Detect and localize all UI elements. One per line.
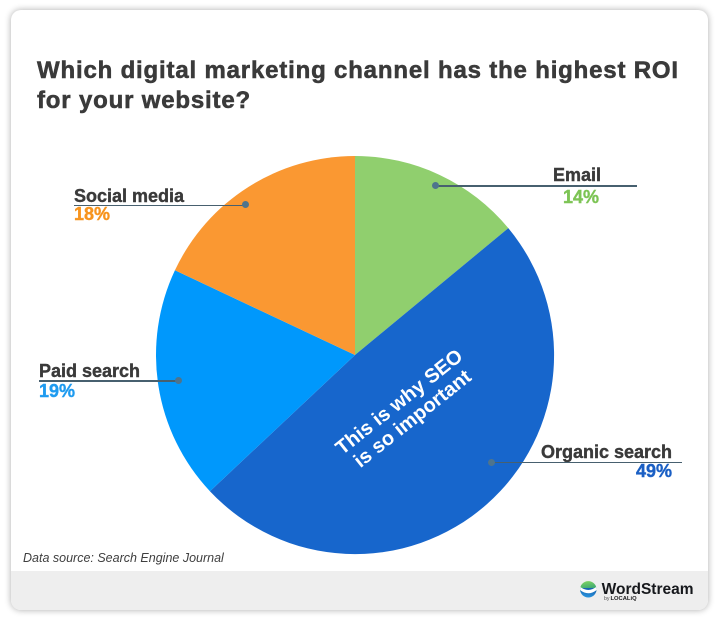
svg-text:LOCALiQ: LOCALiQ xyxy=(611,596,638,602)
svg-text:WordStream: WordStream xyxy=(602,581,694,598)
svg-text:by: by xyxy=(604,596,610,602)
